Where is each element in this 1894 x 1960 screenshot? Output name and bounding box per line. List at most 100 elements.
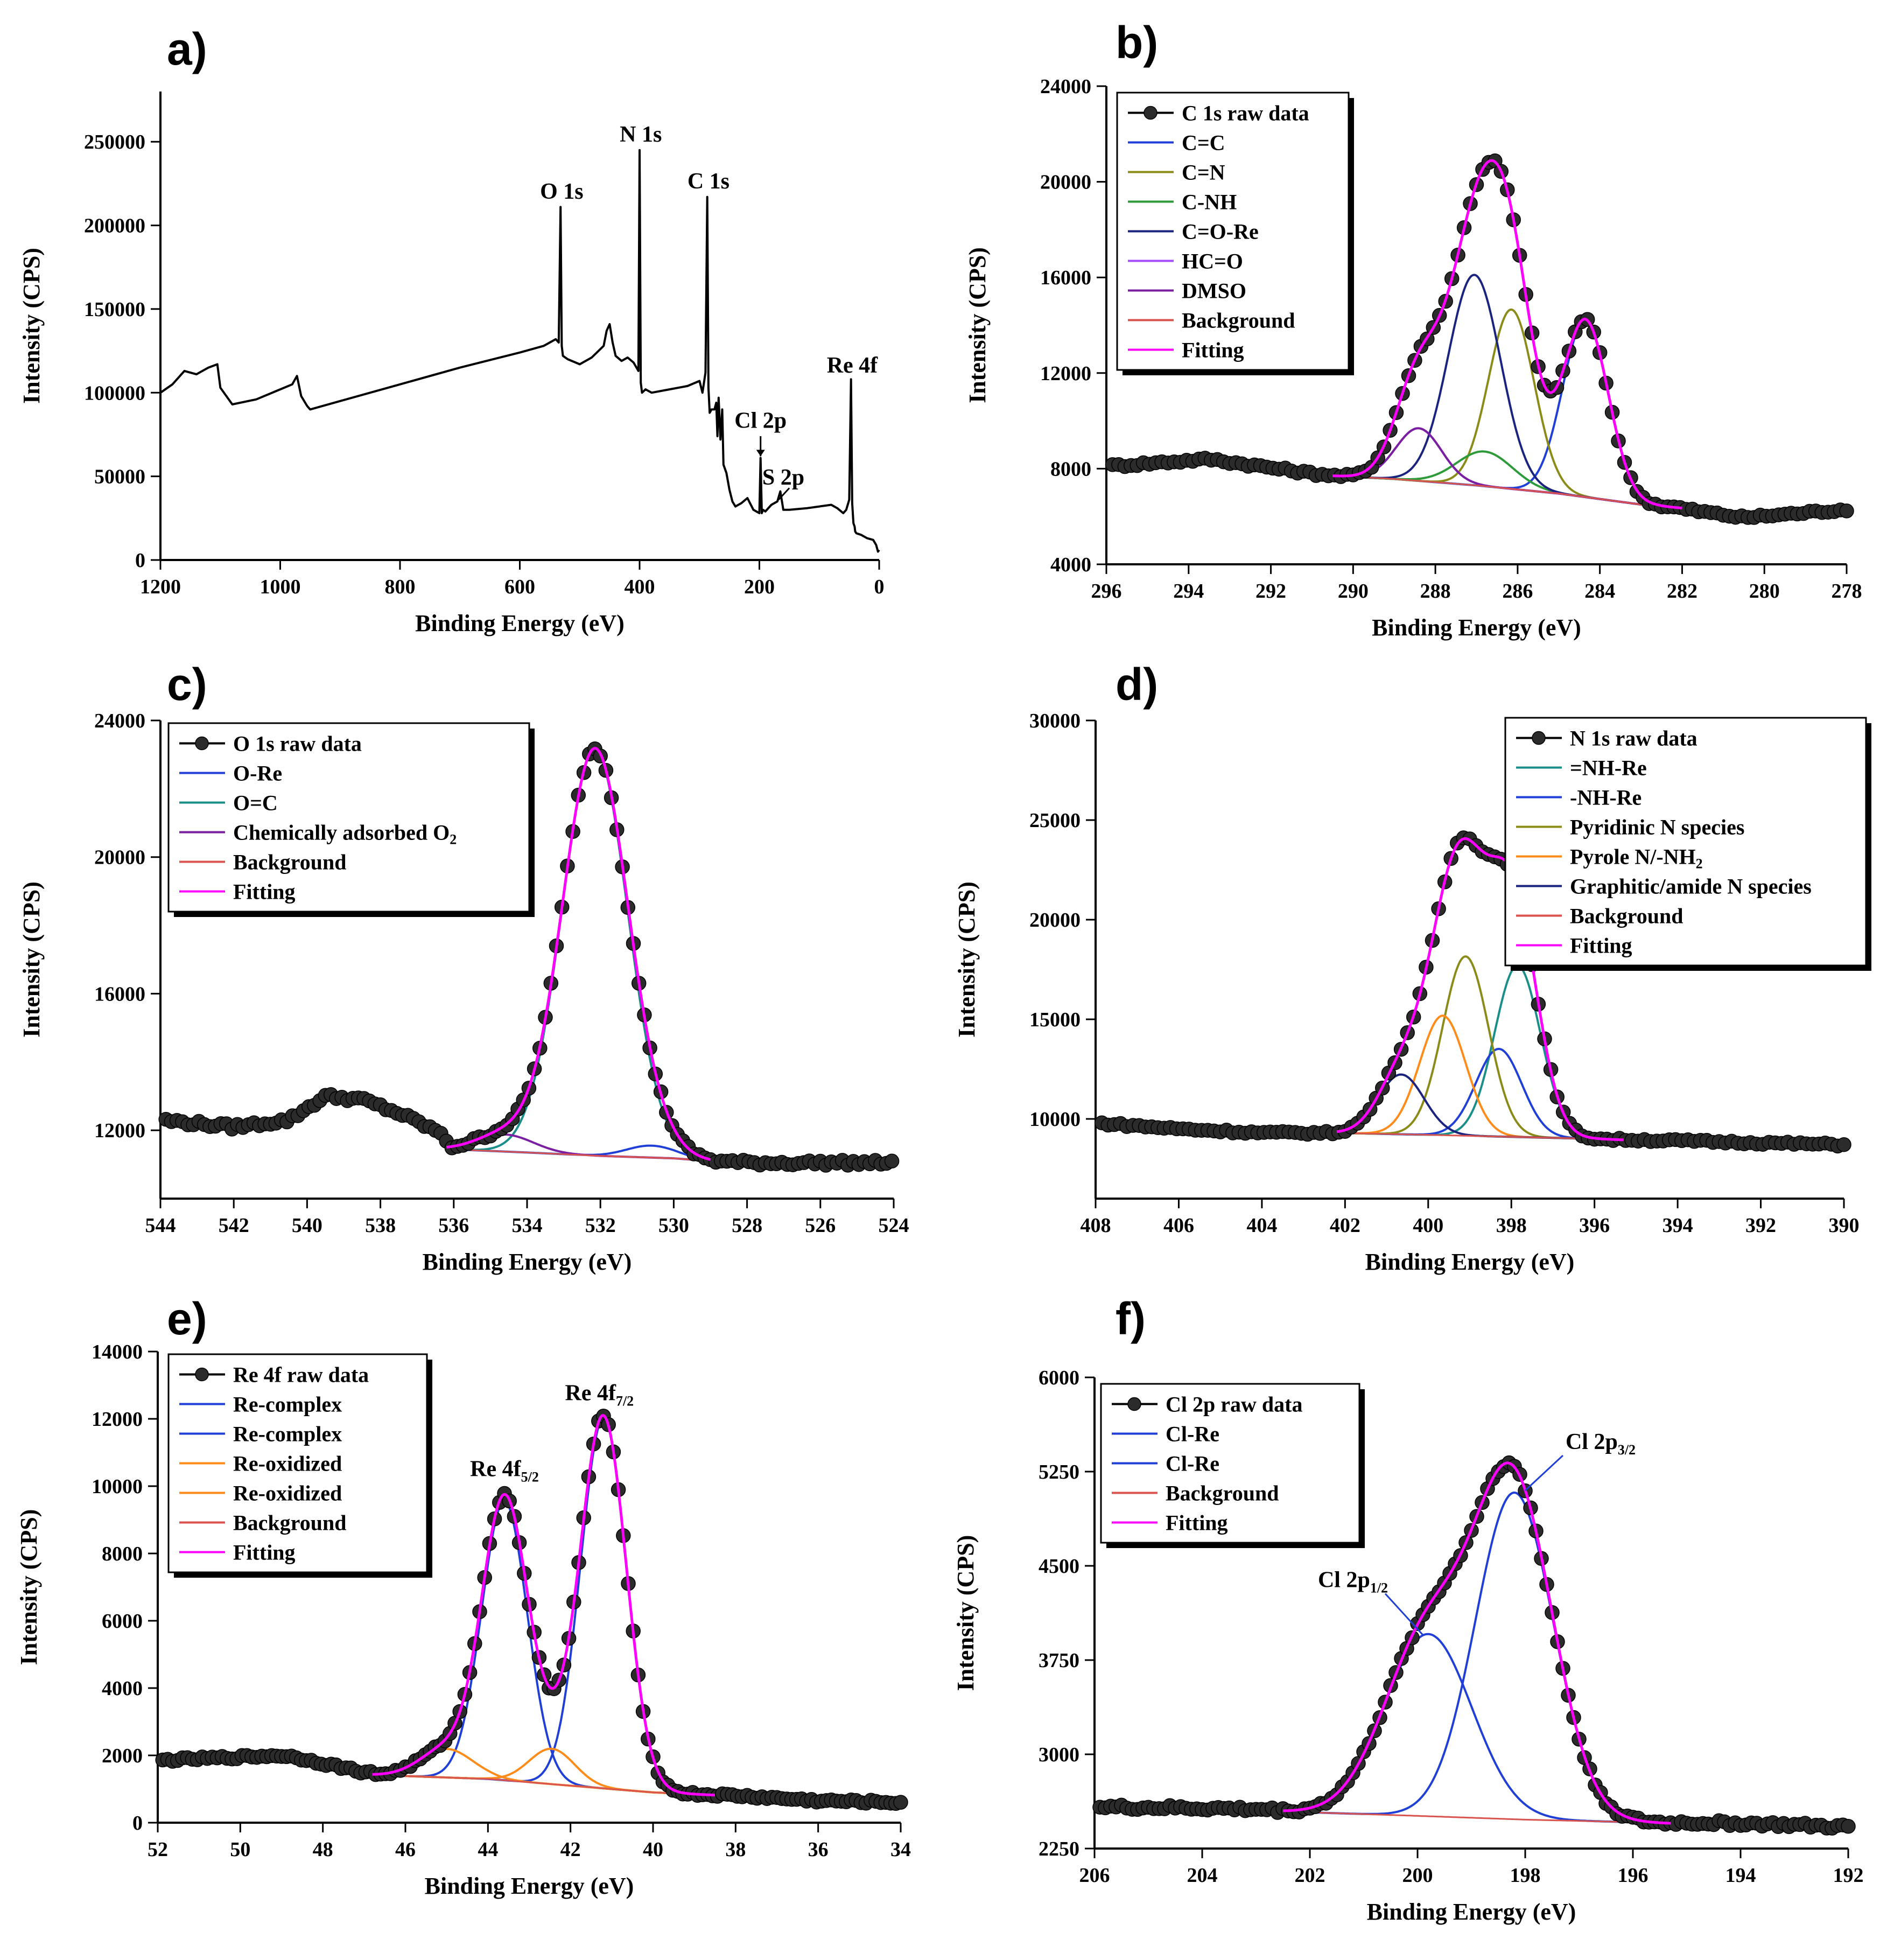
legend-label: HC=O (1182, 249, 1243, 274)
x-tick-label: 40 (643, 1838, 663, 1861)
raw-data-series (1105, 153, 1854, 525)
panel-label: b) (1116, 17, 1158, 68)
x-tick-label: 202 (1295, 1864, 1325, 1887)
legend-box (1504, 717, 1867, 967)
legend-label: Background (233, 1511, 346, 1535)
background-line (372, 1774, 715, 1796)
x-tick-label: 52 (148, 1838, 168, 1861)
x-tick-label: 0 (874, 576, 885, 598)
x-tick-label: 34 (890, 1838, 911, 1861)
y-tick-label: 2250 (1039, 1838, 1079, 1860)
y-tick-label: 20000 (1029, 909, 1081, 932)
legend-label: Background (1570, 904, 1683, 928)
y-tick-label: 4000 (1050, 554, 1091, 576)
legend-label: Fitting (233, 1541, 296, 1565)
x-tick-label: 396 (1579, 1214, 1610, 1237)
x-tick-label: 200 (744, 576, 775, 598)
legend-label: Re-oxidized (233, 1452, 342, 1476)
legend-label-main: Pyrole N/-NH (1570, 845, 1696, 869)
x-tick-label: 38 (725, 1838, 746, 1861)
x-tick-label: 42 (560, 1838, 581, 1861)
peak-annotation: C 1s (688, 169, 729, 194)
annotation-pointer (1384, 1593, 1424, 1636)
peak-annotation: Re 4f5/2 (470, 1457, 539, 1485)
x-tick-label: 1000 (260, 576, 301, 598)
x-tick-label: 292 (1255, 580, 1286, 603)
y-tick-label: 150000 (84, 298, 145, 321)
y-tick-label: 30000 (1029, 710, 1081, 732)
y-tick-label: 6000 (1039, 1367, 1079, 1389)
x-tick-label: 50 (230, 1838, 250, 1861)
panel-b: b) 296 294 292 290 288 286 284 282 280 278 4000 8000… (964, 17, 1862, 641)
raw-data-point (1841, 1819, 1856, 1834)
legend-box (167, 722, 530, 913)
panel-label: a) (167, 24, 207, 74)
y-tick-label: 8000 (1050, 458, 1091, 480)
panel-a: a) 1200 1000 800 600 400 200 0 0 50000 100000 15000… (18, 24, 885, 636)
x-tick-label: 200 (1402, 1864, 1433, 1887)
y-tick-label: 16000 (1040, 267, 1091, 289)
legend-marker (1144, 106, 1158, 120)
y-tick-label: 6000 (102, 1610, 143, 1633)
x-tick-label: 194 (1725, 1864, 1756, 1887)
raw-data-point (1839, 503, 1854, 519)
x-tick-label: 48 (313, 1838, 333, 1861)
raw-data-series (158, 741, 900, 1173)
annotation-subscript: 1/2 (1370, 1580, 1388, 1596)
panel-e: e) 52 50 48 46 44 42 40 38 36 34 0 2000 4000 6000 8000 1… (16, 1293, 911, 1899)
legend-label: C 1s raw data (1182, 101, 1309, 125)
legend-label-subscript: 2 (450, 832, 457, 848)
fitting-line (372, 1413, 715, 1797)
y-tick-label: 24000 (94, 710, 145, 732)
legend-label: C=N (1182, 160, 1225, 185)
x-tick-label: 204 (1187, 1864, 1218, 1887)
y-axis-label: Intensity (CPS) (953, 881, 980, 1038)
y-tick-label: 3000 (1039, 1744, 1079, 1766)
y-tick-label: 24000 (1040, 75, 1091, 98)
legend-marker (195, 736, 209, 751)
legend: C 1s raw data C=C C=N C-NH C=O-Re HC=O DMSO Bac… (1116, 92, 1354, 375)
y-tick-label: 2000 (102, 1745, 143, 1767)
legend-label: Cl-Re (1166, 1422, 1219, 1446)
x-tick-label: 534 (512, 1214, 543, 1237)
x-tick-label: 284 (1584, 580, 1615, 603)
legend-label: C-NH (1182, 190, 1237, 214)
legend-label: C=O-Re (1182, 220, 1259, 244)
x-tick-label: 196 (1618, 1864, 1649, 1887)
legend-label: Fitting (1182, 338, 1244, 362)
legend-label: Fitting (1570, 934, 1632, 958)
panel-c: c) 544 542 540 538 536 534 532 530 528 526 524 12000… (18, 659, 909, 1275)
legend-label: O-Re (233, 761, 282, 786)
x-axis-label: Binding Energy (eV) (1372, 614, 1581, 641)
x-tick-label: 294 (1173, 580, 1204, 603)
survey-line (159, 149, 880, 553)
legend-label: Pyrole N/-NH2 (1570, 845, 1703, 872)
x-tick-label: 528 (732, 1214, 762, 1237)
y-tick-label: 3750 (1039, 1649, 1079, 1672)
legend-label: Re 4f raw data (233, 1363, 369, 1387)
legend-label: Re-oxidized (233, 1481, 342, 1506)
annotation-subscript: 3/2 (1618, 1442, 1636, 1458)
y-tick-label: 8000 (102, 1543, 143, 1565)
x-tick-label: 280 (1749, 580, 1780, 603)
peak-annotation: Re 4f (827, 353, 878, 378)
y-tick-label: 10000 (1029, 1108, 1081, 1131)
x-tick-label: 542 (219, 1214, 249, 1237)
x-tick-label: 206 (1079, 1864, 1110, 1887)
x-tick-label: 540 (292, 1214, 322, 1237)
y-tick-label: 4500 (1039, 1555, 1079, 1578)
legend-label: O=C (233, 791, 278, 815)
x-tick-label: 400 (1413, 1214, 1443, 1237)
peak-annotation: Re 4f7/2 (565, 1381, 634, 1409)
y-tick-label: 0 (132, 1812, 143, 1835)
legend-label: Fitting (1166, 1511, 1228, 1535)
x-axis-label: Binding Energy (eV) (1367, 1899, 1576, 1925)
legend-label: Cl 2p raw data (1166, 1392, 1302, 1417)
x-axis-label: Binding Energy (eV) (1365, 1249, 1575, 1275)
y-axis-label: Intensity (CPS) (18, 881, 45, 1038)
legend-label: DMSO (1182, 279, 1246, 303)
x-tick-label: 404 (1246, 1214, 1277, 1237)
legend-label-subscript: 2 (1696, 856, 1703, 872)
x-tick-label: 36 (808, 1838, 829, 1861)
